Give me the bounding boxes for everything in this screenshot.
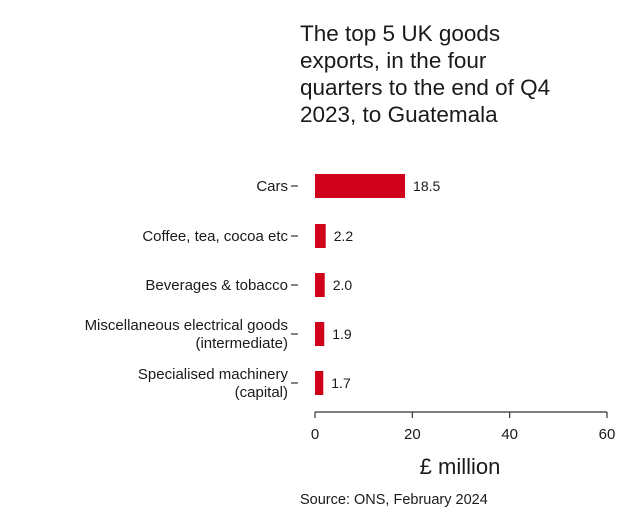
category-label: Coffee, tea, cocoa etc	[142, 228, 288, 245]
category-labels: Cars Coffee, tea, cocoa etc Beverages & to…	[85, 178, 298, 401]
value-label: 2.0	[333, 277, 353, 293]
x-tick-label: 40	[501, 426, 518, 443]
value-label: 2.2	[334, 228, 354, 244]
x-tick-label: 60	[599, 426, 616, 443]
bar	[315, 322, 325, 346]
category-label: (intermediate)	[195, 335, 288, 352]
category-label: Specialised machinery	[138, 366, 289, 383]
chart-title-line: quarters to the end of Q4	[300, 75, 550, 100]
x-axis: 0 20 40 60	[311, 411, 616, 443]
x-axis-title: £ million	[420, 454, 501, 479]
value-label: 18.5	[413, 178, 440, 194]
chart-title-line: 2023, to Guatemala	[300, 102, 498, 127]
bars	[315, 174, 406, 395]
source-note: Source: ONS, February 2024	[300, 492, 488, 508]
category-label: Beverages & tobacco	[145, 277, 288, 294]
chart-title-line: The top 5 UK goods	[300, 21, 500, 46]
bar	[315, 273, 325, 297]
x-tick-label: 0	[311, 426, 319, 443]
value-labels: 18.5 2.2 2.0 1.9 1.7	[331, 178, 440, 391]
value-label: 1.9	[332, 326, 352, 342]
category-label: (capital)	[235, 384, 288, 401]
bar	[315, 174, 406, 198]
chart-title-line: exports, in the four	[300, 48, 487, 73]
bar	[315, 371, 324, 395]
x-tick-label: 20	[404, 426, 421, 443]
category-label: Cars	[256, 178, 288, 195]
bar	[315, 224, 326, 248]
category-label: Miscellaneous electrical goods	[85, 317, 288, 334]
value-label: 1.7	[331, 375, 351, 391]
